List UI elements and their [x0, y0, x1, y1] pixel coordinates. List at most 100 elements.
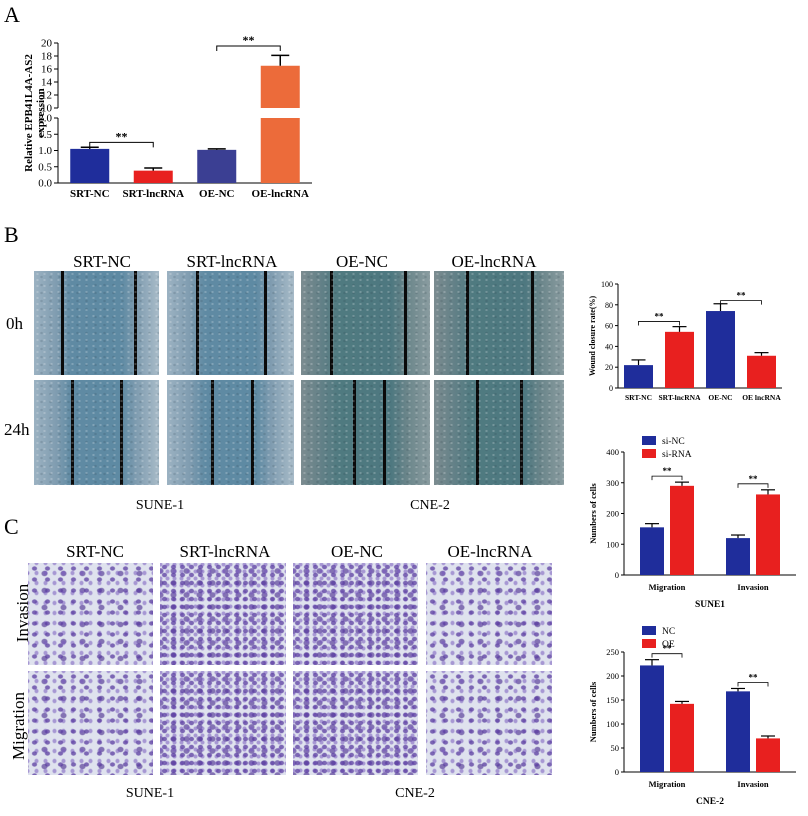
x-tick-label: OE-lncRNA — [252, 188, 310, 200]
y-tick-label: 200 — [606, 509, 619, 519]
significance-label: ** — [749, 474, 759, 484]
panel-c-row-migration: Migration — [9, 692, 28, 760]
y-tick-label: 250 — [606, 647, 619, 657]
x-tick-label: Migration — [649, 779, 686, 789]
legend-swatch — [642, 436, 656, 445]
y-tick-label: 14 — [41, 77, 53, 89]
panel-b-row-24h: 24h — [4, 420, 30, 439]
bar — [197, 149, 237, 183]
legend-label: NC — [662, 627, 675, 637]
transwell-image-oe-nc-migration — [293, 671, 418, 775]
transwell-image-oe-lncrna-invasion — [426, 563, 552, 665]
transwell-image-oe-nc-invasion — [293, 563, 418, 665]
y-tick-label: 400 — [606, 447, 619, 457]
panel-c-header-oe-nc: OE-NC — [331, 542, 383, 561]
x-tick-label: SRT-NC — [625, 393, 652, 402]
y-tick-label: 300 — [606, 478, 619, 488]
y-tick-label: 1.5 — [38, 129, 52, 141]
wound-image-oe-lncrna-24h — [434, 380, 564, 485]
y-tick-label: 60 — [605, 322, 613, 331]
y-tick-label: 20 — [41, 38, 53, 50]
bar — [706, 311, 735, 388]
wound-image-srt-nc-0h — [34, 271, 159, 375]
bar-lower-segment — [260, 118, 300, 183]
chart-title: SUNE1 — [695, 600, 725, 610]
y-tick-label: 18 — [41, 51, 53, 63]
y-tick-label: 0.0 — [38, 178, 52, 190]
bar — [726, 691, 750, 772]
bar — [756, 494, 780, 575]
significance-label: ** — [749, 672, 759, 682]
bar — [133, 170, 173, 183]
y-tick-label: 100 — [601, 280, 613, 289]
significance-label: ** — [737, 291, 747, 301]
x-tick-label: SRT-NC — [70, 188, 110, 200]
significance-label: ** — [243, 33, 255, 47]
legend-label: si-NC — [662, 437, 685, 447]
legend-swatch — [642, 449, 656, 458]
x-tick-label: SRT-lncRNA — [122, 188, 184, 200]
y-tick-label: 100 — [606, 539, 619, 549]
y-tick-label: 2.0 — [38, 113, 52, 125]
y-tick-label: 10 — [41, 103, 53, 115]
wound-closure-bar-chart: 0 20 40 60 80 100 Wound closure rate(%) SRT-NC S… — [588, 280, 782, 402]
significance-label: ** — [663, 644, 673, 654]
significance-label: ** — [663, 466, 673, 476]
bar — [665, 331, 694, 388]
panel-b-header-srt-lncrna: SRT-lncRNA — [186, 252, 278, 271]
x-tick-label: OE-NC — [199, 188, 235, 200]
bar — [640, 527, 664, 575]
bar-upper-segment — [260, 65, 300, 108]
significance-bracket — [638, 321, 680, 326]
y-tick-label: 100 — [606, 719, 619, 729]
transwell-image-srt-lncrna-migration — [160, 671, 286, 775]
panel-b-row-0h: 0h — [6, 314, 23, 333]
y-tick-label: 150 — [606, 695, 619, 705]
wound-image-srt-lncrna-0h — [167, 271, 294, 375]
significance-label: ** — [655, 311, 665, 321]
bar — [726, 538, 750, 575]
legend-label: OE — [662, 640, 675, 650]
panel-c-label-cne-2: CNE-2 — [395, 786, 435, 801]
y-tick-label: 12 — [41, 90, 52, 102]
sune1-cell-count-chart: 0 100 200 300 400 Numbers of cells ** Migration… — [588, 436, 796, 610]
panel-b-header-oe-nc: OE-NC — [336, 252, 388, 271]
transwell-image-srt-nc-migration — [28, 671, 153, 775]
significance-bracket — [737, 682, 769, 687]
bar — [670, 703, 694, 772]
panel-c-header-srt-nc: SRT-NC — [66, 542, 124, 561]
bar — [640, 665, 664, 772]
legend-swatch — [642, 639, 656, 648]
panel-b-header-srt-nc: SRT-NC — [73, 252, 131, 271]
y-tick-label: 0.5 — [38, 161, 52, 173]
wound-image-oe-nc-0h — [301, 271, 430, 375]
y-tick-label: 16 — [41, 64, 53, 76]
panel-c-label-sune-1: SUNE-1 — [125, 786, 175, 801]
y-tick-label: 80 — [605, 301, 613, 310]
cne2-cell-count-chart: 0 50 100 150 200 250 Numbers of cells ** Migrati… — [588, 626, 796, 807]
y-tick-label: 0 — [615, 570, 619, 580]
bar — [670, 485, 694, 575]
y-axis-label: Wound closure rate(%) — [588, 296, 597, 377]
bar — [70, 148, 110, 183]
x-tick-label: OE-NC — [708, 393, 732, 402]
legend-swatch — [642, 626, 656, 635]
wound-image-oe-lncrna-0h — [434, 271, 564, 375]
x-tick-label: Invasion — [737, 582, 768, 592]
transwell-image-srt-nc-invasion — [28, 563, 153, 665]
transwell-image-oe-lncrna-migration — [426, 671, 552, 775]
x-tick-label: OE lncRNA — [742, 393, 781, 402]
significance-bracket — [216, 45, 281, 51]
bar — [624, 365, 653, 388]
x-tick-label: SRT-lncRNA — [659, 393, 702, 402]
y-tick-label: 50 — [611, 743, 620, 753]
y-tick-label: 0 — [615, 767, 619, 777]
panel-b-label-sune-1: SUNE-1 — [135, 498, 185, 513]
significance-bracket — [737, 483, 769, 488]
panel-b-header-oe-lncrna: OE-lncRNA — [451, 252, 537, 271]
chart-title: CNE-2 — [696, 797, 724, 807]
wound-image-srt-nc-24h — [34, 380, 159, 485]
panel-letter-b: B — [4, 222, 19, 247]
panel-c-header-srt-lncrna: SRT-lncRNA — [179, 542, 271, 561]
